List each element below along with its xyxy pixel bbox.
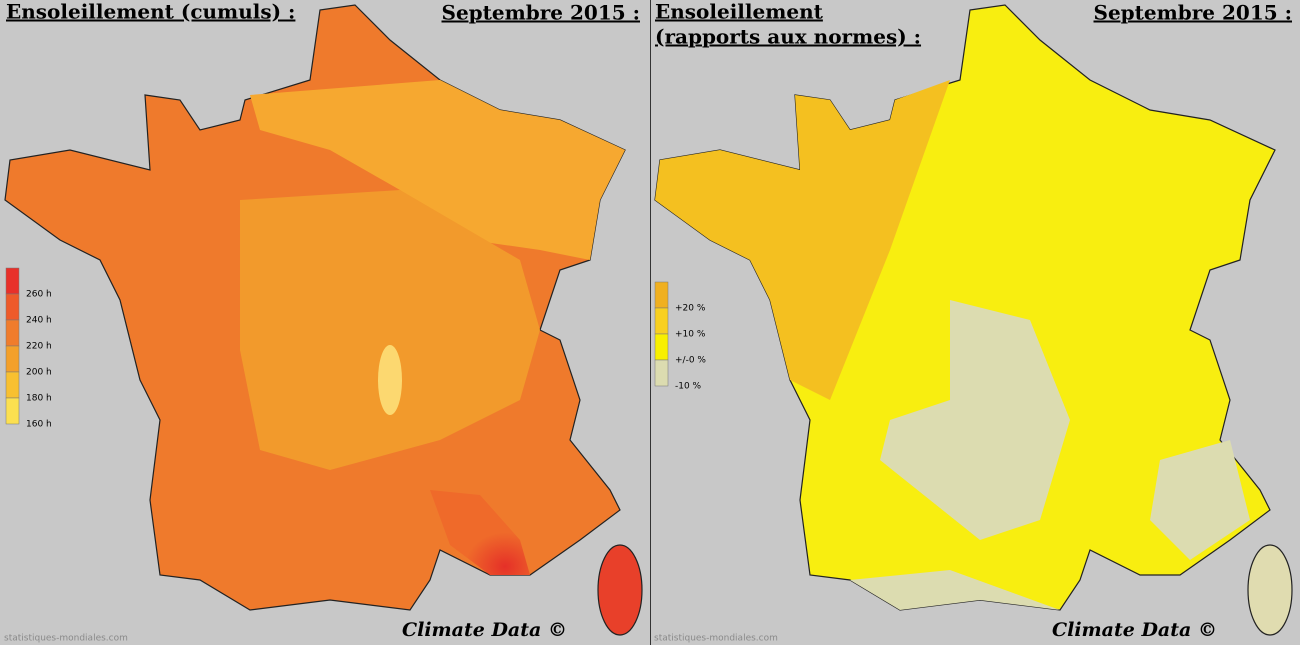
zone-minus10 <box>880 300 1070 540</box>
legend-swatch <box>654 333 669 361</box>
legend-swatch <box>5 397 20 425</box>
legend-swatch <box>654 307 669 335</box>
legend-label: 180 h <box>26 394 52 404</box>
map-left <box>4 4 643 636</box>
date: Septembre 2015 : <box>1094 1 1293 25</box>
title: Ensoleillement <box>655 0 824 24</box>
legend-label: +10 % <box>675 330 706 340</box>
legend-label: +20 % <box>675 304 706 314</box>
credit: Climate Data © <box>402 619 567 641</box>
legend-label: 260 h <box>26 290 52 300</box>
legend-swatch <box>5 267 20 295</box>
zone-minus10-south <box>850 570 1060 610</box>
zone-260 <box>430 490 530 575</box>
date: Septembre 2015 : <box>442 1 641 25</box>
zone-minus10-east <box>1150 440 1250 560</box>
zone-160 <box>250 80 625 260</box>
legend-swatch <box>5 345 20 373</box>
zone-plus20 <box>655 80 950 400</box>
legend-swatch <box>654 281 669 309</box>
title: Ensoleillement (cumuls) : <box>6 0 295 24</box>
corsica <box>1247 544 1293 636</box>
legend-label: 240 h <box>26 316 52 326</box>
legend-swatch <box>5 319 20 347</box>
watermark: statistiques-mondiales.com <box>4 634 128 644</box>
legend-swatch <box>5 371 20 399</box>
legend-label: 200 h <box>26 368 52 378</box>
zone-160-centre <box>378 345 402 415</box>
credit: Climate Data © <box>1052 619 1217 641</box>
legend-label: -10 % <box>675 382 702 392</box>
legend-swatch <box>654 359 669 387</box>
legend-label: 160 h <box>26 420 52 430</box>
map-right <box>654 4 1293 636</box>
legend-label: +/-0 % <box>675 356 706 366</box>
corsica <box>597 544 643 636</box>
legend-label: 220 h <box>26 342 52 352</box>
title: (rapports aux normes) : <box>655 25 921 49</box>
zone-200 <box>240 190 540 470</box>
watermark: statistiques-mondiales.com <box>654 634 778 644</box>
legend-swatch <box>5 293 20 321</box>
